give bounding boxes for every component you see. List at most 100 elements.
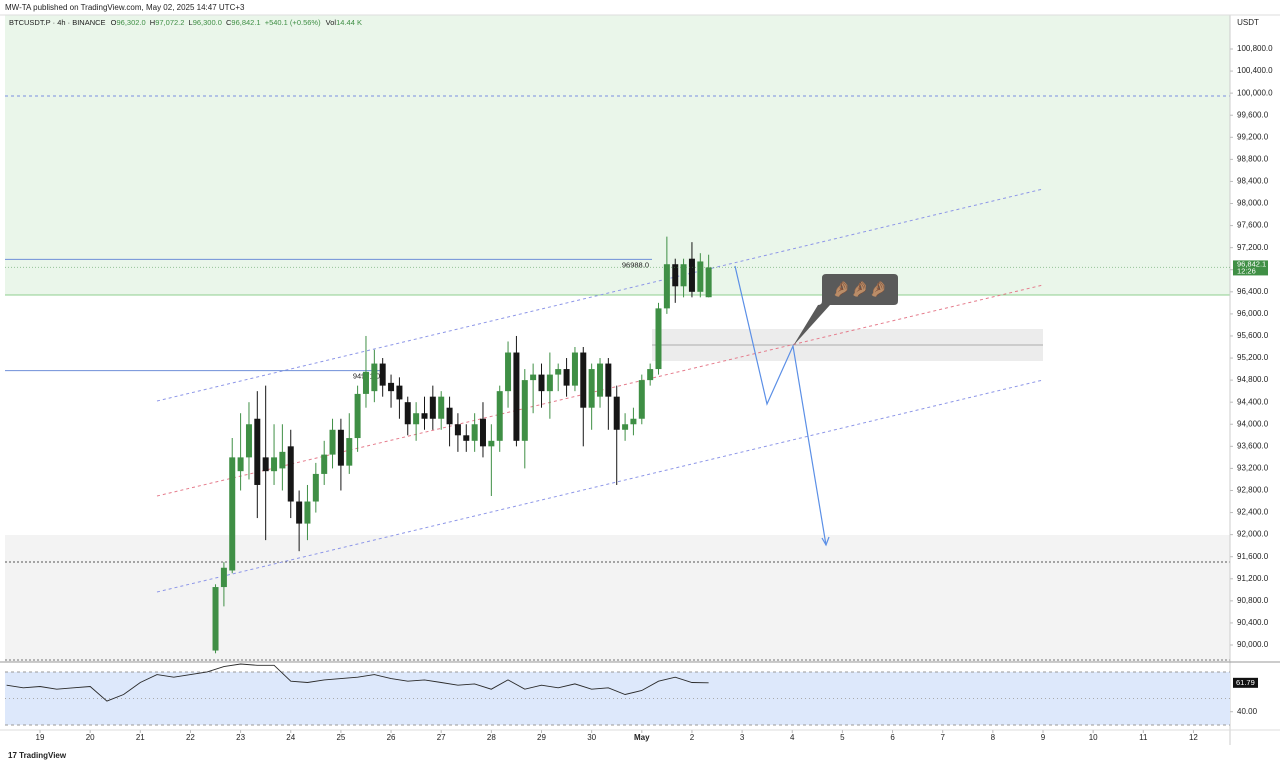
candle-body xyxy=(354,393,361,439)
x-tick-label: 4 xyxy=(790,733,795,742)
rsi-line xyxy=(6,663,709,702)
candle-body xyxy=(513,352,520,441)
candle-body xyxy=(571,352,578,386)
arrow-head xyxy=(821,536,830,547)
x-tick-label: 25 xyxy=(336,733,345,742)
legend-line: BTCUSDT.P · 4h · BINANCE O96,302.0 H97,0… xyxy=(9,18,362,27)
candle-body xyxy=(371,363,378,392)
candle-body xyxy=(396,385,403,400)
x-tick-label: 27 xyxy=(437,733,446,742)
ohlc-key: C xyxy=(226,18,232,27)
level-label: 96988.0 xyxy=(622,260,649,269)
y-tick-label: 96,000.0 xyxy=(1237,309,1269,318)
x-tick-label: 11 xyxy=(1139,733,1148,742)
candle-body xyxy=(304,501,311,524)
x-tick-label: 6 xyxy=(890,733,895,742)
y-tick-label: 98,400.0 xyxy=(1237,177,1269,186)
y-tick-label: 97,600.0 xyxy=(1237,221,1269,230)
candle-body xyxy=(463,435,470,441)
candle-body xyxy=(530,374,537,381)
candle-body xyxy=(505,352,512,392)
candle-body xyxy=(220,567,227,588)
ohlc-value: 96,302.0 xyxy=(117,18,146,27)
y-tick-label: 91,200.0 xyxy=(1237,574,1269,583)
candle-body xyxy=(563,369,570,386)
candle-body xyxy=(605,363,612,397)
y-tick-label: 98,000.0 xyxy=(1237,199,1269,208)
y-tick-label: 90,000.0 xyxy=(1237,640,1269,649)
x-tick-label: 5 xyxy=(840,733,845,742)
y-tick-label: 90,400.0 xyxy=(1237,618,1269,627)
y-tick-label: 100,800.0 xyxy=(1237,44,1273,53)
symbol: BTCUSDT.P · 4h · BINANCE xyxy=(9,18,106,27)
ohlc-key: O xyxy=(111,18,117,27)
y-tick-label: 98,800.0 xyxy=(1237,154,1269,163)
volume-key: Vol xyxy=(326,18,337,27)
candle-body xyxy=(262,457,269,472)
x-tick-label: 21 xyxy=(136,733,145,742)
x-tick-label: 22 xyxy=(186,733,195,742)
x-tick-label: 12 xyxy=(1189,733,1198,742)
y-tick-label: 91,600.0 xyxy=(1237,552,1269,561)
ohlc-key: L xyxy=(189,18,193,27)
volume-value: 14.44 K xyxy=(336,18,362,27)
candle-body xyxy=(438,396,445,419)
candle-body xyxy=(638,380,645,419)
grey-zone xyxy=(5,535,1230,662)
y-tick-label: 93,200.0 xyxy=(1237,464,1269,473)
candle-body xyxy=(413,413,420,425)
candle-body xyxy=(630,418,637,425)
candle-body xyxy=(613,396,620,430)
countdown: 12:26 xyxy=(1237,266,1256,275)
candle-body xyxy=(471,424,478,441)
candle-body xyxy=(329,429,336,455)
candle-body xyxy=(379,363,386,386)
x-tick-label: 2 xyxy=(690,733,695,742)
callout-text: 🤌🏽🤌🏽🤌🏽 xyxy=(832,280,888,298)
rsi-tag-label: 61.79 xyxy=(1236,678,1255,687)
candle-body xyxy=(312,473,319,502)
rsi-tag xyxy=(1233,677,1258,688)
candle-body xyxy=(680,264,687,287)
y-tick-label: 99,200.0 xyxy=(1237,132,1269,141)
candle-body xyxy=(697,261,704,292)
candle-body xyxy=(555,369,562,375)
x-tick-label: 23 xyxy=(236,733,245,742)
x-tick-label: 29 xyxy=(537,733,546,742)
candle-body xyxy=(429,396,436,419)
candle-body xyxy=(521,380,528,441)
y-tick-label: 90,800.0 xyxy=(1237,596,1269,605)
candle-body xyxy=(254,418,261,485)
candle-body xyxy=(421,413,428,419)
footer-text: TradingView xyxy=(19,751,67,760)
candle-body xyxy=(362,371,369,394)
candle-body xyxy=(245,424,252,458)
channel-line xyxy=(156,284,1044,497)
y-tick-label: 100,000.0 xyxy=(1237,88,1273,97)
y-tick-label: 94,000.0 xyxy=(1237,419,1269,428)
channel-line xyxy=(156,188,1044,402)
y-tick-label: 99,600.0 xyxy=(1237,110,1269,119)
x-tick-label: 28 xyxy=(487,733,496,742)
x-tick-label: 26 xyxy=(387,733,396,742)
x-tick-label: 20 xyxy=(86,733,95,742)
channel-line xyxy=(156,379,1044,593)
candle-body xyxy=(546,374,553,392)
candle-body xyxy=(538,374,545,392)
candle-body xyxy=(271,457,278,472)
y-tick-label: 97,200.0 xyxy=(1237,243,1269,252)
candle-body xyxy=(672,264,679,287)
x-tick-label: 7 xyxy=(940,733,945,742)
price-tag-label: 96,842.1 xyxy=(1237,259,1266,268)
candle-body xyxy=(479,418,486,447)
callout xyxy=(793,274,898,346)
axis-unit: USDT xyxy=(1237,18,1259,27)
ohlc-value: 96,842.1 xyxy=(231,18,260,27)
y-tick-label: 92,400.0 xyxy=(1237,508,1269,517)
change: +540.1 (+0.56%) xyxy=(265,18,321,27)
candle-body xyxy=(321,454,328,474)
candle-body xyxy=(496,391,503,441)
x-tick-label: May xyxy=(634,733,650,742)
